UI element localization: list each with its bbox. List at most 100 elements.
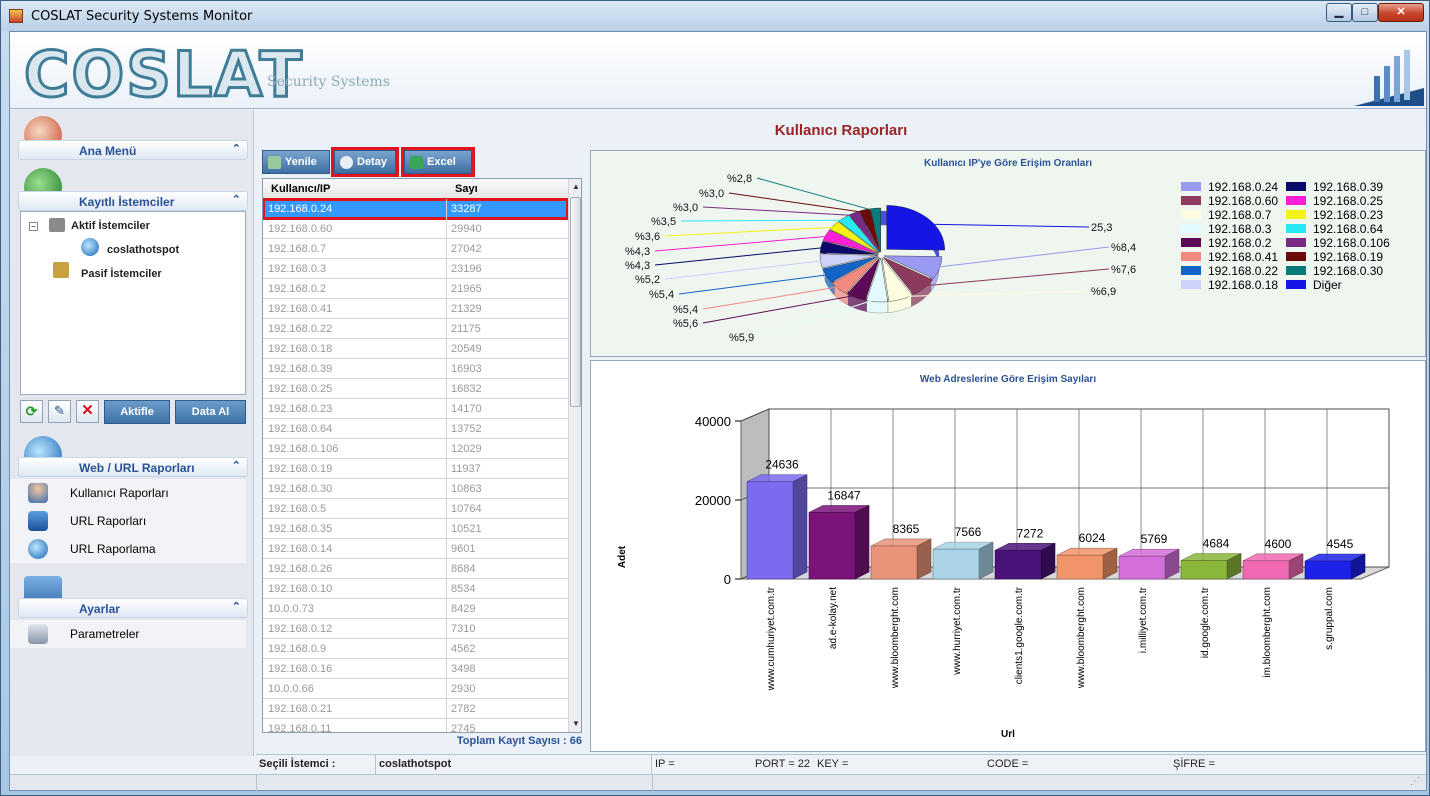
edit-icon[interactable]: ✎ bbox=[48, 400, 71, 423]
pie-leader-line bbox=[728, 192, 866, 214]
scrollbar-thumb[interactable] bbox=[570, 197, 581, 407]
table-row[interactable]: 192.168.0.18 20549 bbox=[263, 339, 568, 359]
pie-chart-panel: Kullanıcı IP'ye Göre Erişim Oranları 25,… bbox=[590, 150, 1426, 357]
x-tick-label: www.bloomberght.com bbox=[890, 587, 901, 689]
section-web[interactable]: Web / URL Raporları ⌃ bbox=[18, 457, 248, 477]
table-row[interactable]: 10.0.0.66 2930 bbox=[263, 679, 568, 699]
pie-slice-label: %5,4 bbox=[673, 304, 698, 316]
collapse-icon[interactable]: ⌃ bbox=[231, 460, 241, 472]
scroll-up-icon[interactable]: ▲ bbox=[572, 182, 580, 191]
table-row[interactable]: 192.168.0.106 12029 bbox=[263, 439, 568, 459]
cell-count: 10521 bbox=[451, 523, 482, 535]
table-row[interactable]: 192.168.0.16 3498 bbox=[263, 659, 568, 679]
cell-ip: 192.168.0.21 bbox=[268, 703, 333, 715]
selected-client-value: coslathotspot bbox=[376, 755, 652, 775]
table-row[interactable]: 192.168.0.22 21175 bbox=[263, 319, 568, 339]
table-row[interactable]: 192.168.0.21 2782 bbox=[263, 699, 568, 719]
activate-button[interactable]: Aktifle bbox=[104, 400, 170, 424]
pie-slice bbox=[822, 256, 879, 283]
collapse-icon[interactable]: ⌃ bbox=[231, 601, 241, 613]
table-row[interactable]: 192.168.0.19 11937 bbox=[263, 459, 568, 479]
tree-node-active[interactable]: Aktif İstemciler bbox=[71, 220, 150, 232]
tree-node-passive[interactable]: Pasif İstemciler bbox=[81, 268, 162, 280]
sidebar-item-label: Parametreler bbox=[70, 627, 140, 641]
table-row[interactable]: 192.168.0.9 4562 bbox=[263, 639, 568, 659]
minimize-button[interactable]: ▁ bbox=[1326, 3, 1352, 22]
table-row[interactable]: 192.168.0.7 27042 bbox=[263, 239, 568, 259]
bottom-strip: ⋰ bbox=[10, 774, 1426, 791]
table-row[interactable]: 192.168.0.25 16832 bbox=[263, 379, 568, 399]
column-header-ip[interactable]: Kullanıcı/IP bbox=[271, 183, 331, 195]
bar-chart: 0 20000 40000 24636 www.cumhuriyet.com.tr 168… bbox=[617, 408, 1390, 740]
delete-icon[interactable]: ✕ bbox=[76, 400, 99, 423]
pie-slice bbox=[829, 221, 879, 254]
password-field: ŞİFRE = bbox=[1173, 758, 1215, 770]
refresh-icon[interactable]: ⟳ bbox=[20, 400, 43, 423]
sidebar-item-user-reports[interactable]: Kullanıcı Raporları bbox=[10, 479, 246, 507]
pie-slice-label: %6,9 bbox=[1091, 286, 1116, 298]
section-clients[interactable]: Kayıtlı İstemciler ⌃ bbox=[18, 191, 248, 211]
table-row[interactable]: 192.168.0.24 33287 bbox=[263, 198, 569, 220]
pie-slice-label: %5,6 bbox=[673, 318, 698, 330]
legend-label: 192.168.0.2 bbox=[1208, 236, 1272, 250]
section-home[interactable]: Ana Menü ⌃ bbox=[18, 140, 248, 160]
section-web-label: Web / URL Raporları bbox=[79, 461, 195, 475]
close-button[interactable]: ✕ bbox=[1378, 3, 1424, 22]
bar-value-label: 7566 bbox=[955, 525, 982, 539]
table-row[interactable]: 192.168.0.41 21329 bbox=[263, 299, 568, 319]
legend-swatch bbox=[1181, 238, 1201, 247]
cell-count: 2930 bbox=[451, 683, 476, 695]
main-panel: Kullanıcı Raporları Yenile Detay Excel K… bbox=[256, 110, 1426, 756]
table-row[interactable]: 192.168.0.30 10863 bbox=[263, 479, 568, 499]
table-scrollbar[interactable]: ▲ ▼ bbox=[568, 179, 581, 732]
table-row[interactable]: 192.168.0.23 14170 bbox=[263, 399, 568, 419]
table-row[interactable]: 192.168.0.2 21965 bbox=[263, 279, 568, 299]
cell-count: 21175 bbox=[451, 323, 481, 335]
get-data-button[interactable]: Data Al bbox=[175, 400, 246, 424]
table-row[interactable]: 192.168.0.14 9601 bbox=[263, 539, 568, 559]
legend-swatch bbox=[1181, 210, 1201, 219]
table-row[interactable]: 192.168.0.3 23196 bbox=[263, 259, 568, 279]
cell-count: 10863 bbox=[451, 483, 482, 495]
detail-button[interactable]: Detay bbox=[331, 147, 399, 177]
section-settings[interactable]: Ayarlar ⌃ bbox=[18, 598, 248, 618]
pie-slice bbox=[883, 255, 943, 279]
legend-label: 192.168.0.7 bbox=[1208, 208, 1272, 222]
legend-swatch bbox=[1286, 196, 1306, 205]
sidebar-item-url-reporting[interactable]: URL Raporlama bbox=[10, 535, 246, 563]
legend-label: 192.168.0.60 bbox=[1208, 194, 1279, 208]
sidebar-item-parameters[interactable]: Parametreler bbox=[10, 620, 246, 648]
scroll-down-icon[interactable]: ▼ bbox=[572, 719, 580, 728]
table-row[interactable]: 192.168.0.5 10764 bbox=[263, 499, 568, 519]
cell-ip: 192.168.0.14 bbox=[268, 543, 333, 555]
table-row[interactable]: 10.0.0.73 8429 bbox=[263, 599, 568, 619]
table-row[interactable]: 192.168.0.35 10521 bbox=[263, 519, 568, 539]
table-row[interactable]: 192.168.0.64 13752 bbox=[263, 419, 568, 439]
legend-label: 192.168.0.18 bbox=[1208, 278, 1279, 292]
x-tick-label: id.google.com.tr bbox=[1200, 586, 1211, 658]
tree-node-coslathotspot[interactable]: coslathotspot bbox=[107, 244, 180, 256]
user-icon bbox=[28, 483, 48, 503]
table-row[interactable]: 192.168.0.12 7310 bbox=[263, 619, 568, 639]
collapse-icon[interactable]: ⌃ bbox=[231, 194, 241, 206]
refresh-button[interactable]: Yenile bbox=[262, 150, 330, 174]
cell-count: 29940 bbox=[451, 223, 482, 235]
tree-collapse-icon[interactable]: − bbox=[29, 222, 38, 231]
excel-button[interactable]: Excel bbox=[401, 147, 475, 177]
maximize-button[interactable]: □ bbox=[1352, 3, 1378, 22]
collapse-icon[interactable]: ⌃ bbox=[231, 143, 241, 155]
page-title: Kullanıcı Raporları bbox=[774, 122, 908, 139]
cell-ip: 192.168.0.12 bbox=[268, 623, 333, 635]
cell-count: 20549 bbox=[451, 343, 482, 355]
table-row[interactable]: 192.168.0.39 16903 bbox=[263, 359, 568, 379]
table-row[interactable]: 192.168.0.11 2745 bbox=[263, 719, 568, 732]
table-row[interactable]: 192.168.0.26 8684 bbox=[263, 559, 568, 579]
bar bbox=[1056, 547, 1118, 580]
logo: COSLAT bbox=[23, 37, 304, 113]
sidebar-item-url-reports[interactable]: URL Raporları bbox=[10, 507, 246, 535]
resize-grip-icon[interactable]: ⋰ bbox=[1410, 776, 1420, 787]
pie-slice bbox=[882, 256, 934, 295]
table-row[interactable]: 192.168.0.10 8534 bbox=[263, 579, 568, 599]
column-header-count[interactable]: Sayı bbox=[455, 183, 478, 195]
table-row[interactable]: 192.168.0.60 29940 bbox=[263, 219, 568, 239]
